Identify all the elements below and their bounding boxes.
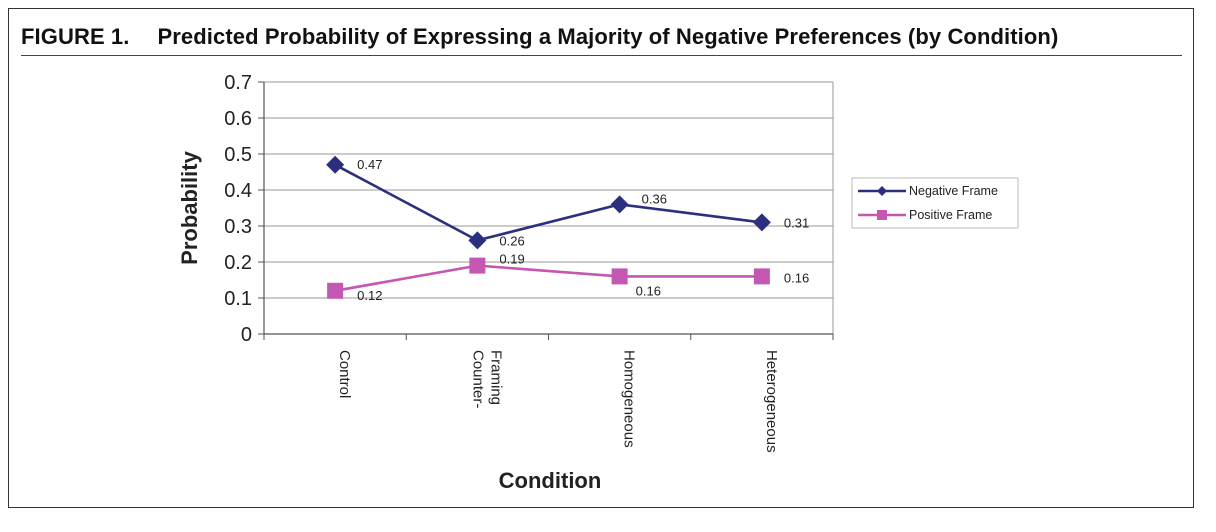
- legend-diamond-marker: [877, 186, 887, 196]
- figure-title: FIGURE 1. Predicted Probability of Expres…: [21, 24, 1058, 50]
- legend: Negative Frame Positive Frame: [851, 177, 1019, 229]
- y-tick-label: 0.5: [224, 144, 252, 166]
- x-category-labels: Control Counter- Framing Homogeneous Heterog…: [336, 350, 780, 453]
- x-category-label: Heterogeneous: [763, 350, 780, 453]
- negative-frame-marker: [326, 155, 345, 174]
- figure-label: FIGURE 1.: [21, 24, 130, 49]
- x-category-label: Counter-: [469, 350, 486, 408]
- positive-frame-marker: [469, 257, 486, 274]
- y-tick-label: 0.1: [224, 288, 252, 310]
- legend-square-marker: [877, 210, 887, 220]
- data-label: 0.26: [499, 233, 524, 248]
- legend-entry-label: Negative Frame: [909, 184, 998, 198]
- y-tick-label: 0.2: [224, 252, 252, 274]
- negative-frame-marker: [752, 213, 771, 232]
- figure-frame: [8, 8, 1194, 508]
- negative-frame-marker: [610, 195, 629, 214]
- y-tick-labels: 0 0.1 0.2 0.3 0.4 0.5 0.6 0.7: [224, 72, 252, 346]
- series-line-negative-frame: [334, 163, 763, 242]
- y-tick-label: 0.6: [224, 108, 252, 130]
- data-label: 0.16: [784, 270, 809, 285]
- data-label: 0.12: [357, 288, 382, 303]
- y-tick-label: 0.7: [224, 72, 252, 94]
- y-tick-label: 0.3: [224, 216, 252, 238]
- series: [326, 155, 771, 299]
- series-line-positive-frame: [334, 264, 762, 293]
- x-category-label: Framing: [487, 350, 504, 405]
- data-label: 0.36: [642, 191, 667, 206]
- figure-title-text: Predicted Probability of Expressing a Ma…: [157, 24, 1059, 49]
- negative-frame-marker: [468, 231, 487, 250]
- legend-entry-label: Positive Frame: [909, 208, 992, 222]
- x-axis-title: Condition: [499, 468, 602, 493]
- positive-frame-marker: [753, 268, 770, 285]
- x-category-label: Homogeneous: [621, 350, 638, 448]
- data-label: 0.16: [636, 283, 661, 298]
- y-tick-label: 0.4: [224, 180, 252, 202]
- y-axis-title: Probability: [177, 150, 202, 264]
- data-label: 0.47: [357, 157, 382, 172]
- title-rule: [21, 55, 1182, 56]
- gridlines: [264, 81, 833, 299]
- data-labels: 0.47 0.26 0.36 0.31 0.12 0.19 0.16 0.16: [357, 157, 809, 303]
- x-category-label: Control: [336, 350, 353, 398]
- data-label: 0.31: [784, 215, 809, 230]
- positive-frame-marker: [611, 268, 628, 285]
- positive-frame-marker: [327, 282, 344, 299]
- axes: [258, 81, 834, 340]
- data-label: 0.19: [499, 252, 524, 267]
- y-tick-label: 0: [241, 324, 252, 346]
